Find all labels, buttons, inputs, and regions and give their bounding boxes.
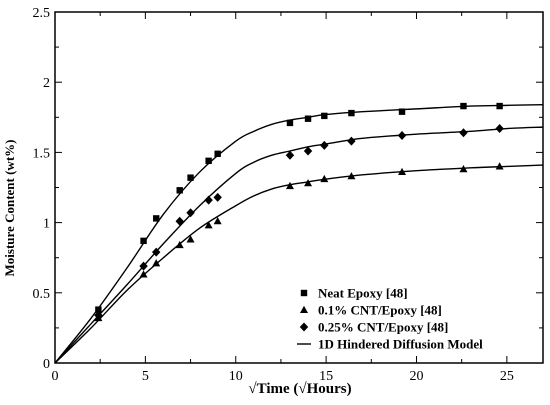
square-data-point xyxy=(140,237,147,245)
data-markers xyxy=(94,102,504,322)
legend-square-marker xyxy=(300,289,308,297)
diamond-data-point xyxy=(94,310,103,320)
y-tick-label: 0.5 xyxy=(33,287,51,302)
triangle-data-point xyxy=(152,259,161,267)
x-tick-label: 0 xyxy=(52,369,59,384)
diamond-data-point xyxy=(347,136,356,146)
diamond-data-point xyxy=(152,247,161,257)
legend-triangle-marker xyxy=(300,305,308,313)
y-tick-label: 0 xyxy=(43,357,50,372)
square-data-point xyxy=(176,187,183,194)
diamond-data-point xyxy=(186,208,195,218)
triangle-data-point xyxy=(139,270,148,278)
plot-frame xyxy=(54,11,544,364)
triangle-data-point xyxy=(398,167,407,176)
square-data-point xyxy=(187,174,194,181)
legend-label: 0.1% CNT/Epoxy [48] xyxy=(318,303,442,318)
legend-label: 0.25% CNT/Epoxy [48] xyxy=(318,320,448,335)
triangle-data-point xyxy=(186,235,195,243)
square-data-point xyxy=(496,102,503,110)
diamond-data-point xyxy=(204,195,213,205)
x-tick-label: 15 xyxy=(319,369,333,384)
axes: 0 5 10 15 20 25 0 0.5 1 1.5 2 2.5 xyxy=(33,6,543,384)
diamond-data-point xyxy=(459,128,468,138)
triangle-data-point xyxy=(304,179,313,187)
diamond-data-point xyxy=(139,261,148,271)
square-data-point xyxy=(398,108,406,115)
y-tick-label: 2.5 xyxy=(33,6,51,21)
y-tick-label: 1.5 xyxy=(33,146,51,161)
diamond-data-point xyxy=(397,131,407,141)
y-tick-label: 2 xyxy=(43,76,50,91)
square-data-point xyxy=(286,119,294,127)
triangle-data-point xyxy=(204,221,213,229)
legend-label: Neat Epoxy [48] xyxy=(318,286,408,301)
square-data-point xyxy=(205,157,212,165)
diamond-data-point xyxy=(213,192,222,202)
x-tick-label: 10 xyxy=(229,369,243,384)
diamond-data-point xyxy=(320,140,329,150)
y-tick-label: 1 xyxy=(43,217,50,232)
x-tick-label: 20 xyxy=(409,369,423,384)
triangle-data-point xyxy=(459,165,468,173)
square-data-point xyxy=(153,215,160,222)
triangle-data-point xyxy=(495,162,504,170)
diamond-data-point xyxy=(495,124,504,134)
triangle-data-point xyxy=(347,172,356,180)
diamond-data-point xyxy=(285,150,295,160)
legend: Neat Epoxy [48] 0.1% CNT/Epoxy [48] 0.25% … xyxy=(297,286,483,352)
x-tick-label: 5 xyxy=(142,369,149,384)
square-data-point xyxy=(321,112,328,120)
model-curve xyxy=(54,164,544,364)
diamond-data-point xyxy=(303,146,313,156)
diamond-data-point xyxy=(175,216,184,226)
square-data-point xyxy=(95,306,102,313)
legend-diamond-marker xyxy=(299,322,309,332)
x-tick-label: 25 xyxy=(500,369,514,384)
legend-label: 1D Hindered Diffusion Model xyxy=(318,337,483,352)
square-data-point xyxy=(304,115,312,122)
square-data-point xyxy=(348,109,355,117)
triangle-data-point xyxy=(213,216,222,225)
triangle-data-point xyxy=(285,181,294,190)
plot-area xyxy=(54,11,544,364)
triangle-data-point xyxy=(175,240,184,249)
x-axis-title: √Time (√Hours) xyxy=(248,381,351,397)
square-data-point xyxy=(460,102,467,110)
y-axis-title: Moisture Content (wt%) xyxy=(2,140,17,277)
triangle-data-point xyxy=(320,174,329,183)
square-data-point xyxy=(214,150,221,158)
